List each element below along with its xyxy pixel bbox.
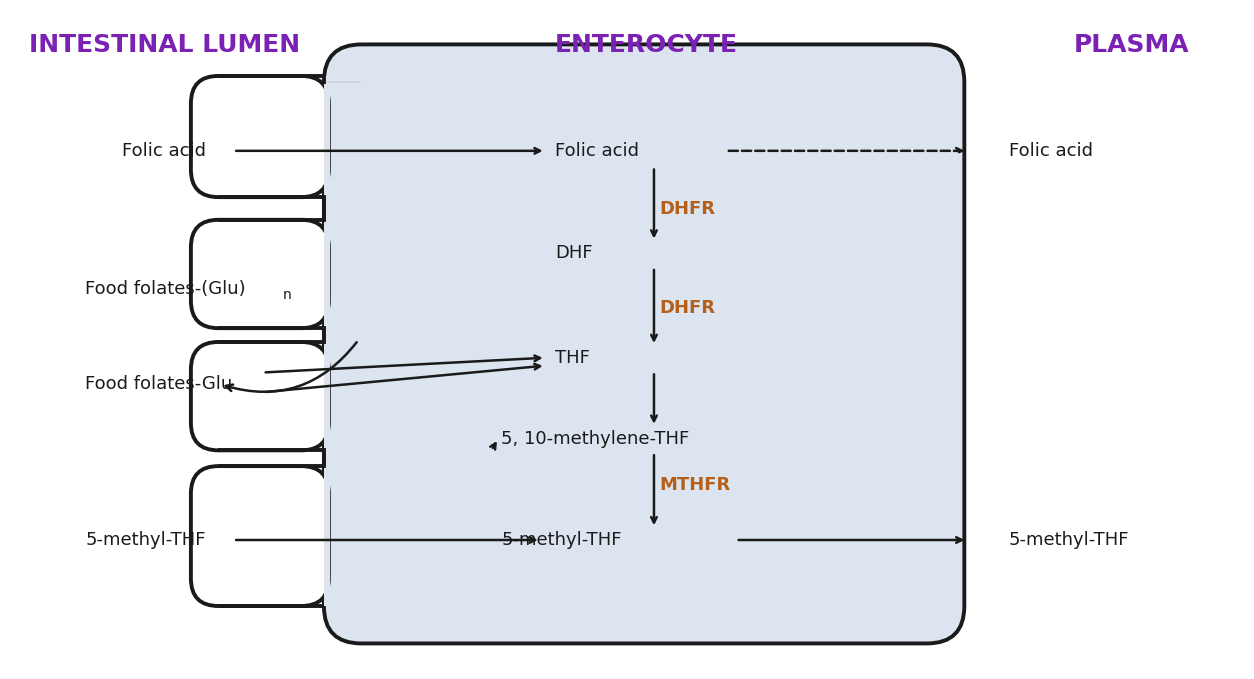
Text: 5-methyl-THF: 5-methyl-THF xyxy=(85,531,206,549)
FancyBboxPatch shape xyxy=(191,342,329,450)
Text: DHFR: DHFR xyxy=(658,200,715,218)
Text: THF: THF xyxy=(556,349,591,367)
Text: 5-methyl-THF: 5-methyl-THF xyxy=(502,531,622,549)
FancyBboxPatch shape xyxy=(324,44,964,644)
Bar xyxy=(324,220,330,328)
Text: PLASMA: PLASMA xyxy=(1073,33,1190,56)
Text: ENTEROCYTE: ENTEROCYTE xyxy=(554,33,737,56)
Bar xyxy=(324,466,330,606)
Bar xyxy=(324,76,330,197)
FancyBboxPatch shape xyxy=(191,466,329,606)
Text: Folic acid: Folic acid xyxy=(123,142,207,160)
FancyBboxPatch shape xyxy=(191,220,329,328)
Text: 5, 10-methylene-THF: 5, 10-methylene-THF xyxy=(502,430,690,447)
Text: DHFR: DHFR xyxy=(658,299,715,318)
FancyArrowPatch shape xyxy=(226,342,356,392)
Bar xyxy=(324,342,330,450)
Text: MTHFR: MTHFR xyxy=(658,476,730,494)
Text: 5-methyl-THF: 5-methyl-THF xyxy=(1008,531,1129,549)
Text: INTESTINAL LUMEN: INTESTINAL LUMEN xyxy=(29,33,300,56)
Text: n: n xyxy=(282,288,291,301)
Text: DHF: DHF xyxy=(556,244,593,262)
Text: Food folates-Glu: Food folates-Glu xyxy=(85,375,233,393)
Text: Folic acid: Folic acid xyxy=(556,142,640,160)
Text: Food folates-(Glu): Food folates-(Glu) xyxy=(85,280,246,298)
Text: Folic acid: Folic acid xyxy=(1008,142,1092,160)
FancyBboxPatch shape xyxy=(191,76,329,197)
